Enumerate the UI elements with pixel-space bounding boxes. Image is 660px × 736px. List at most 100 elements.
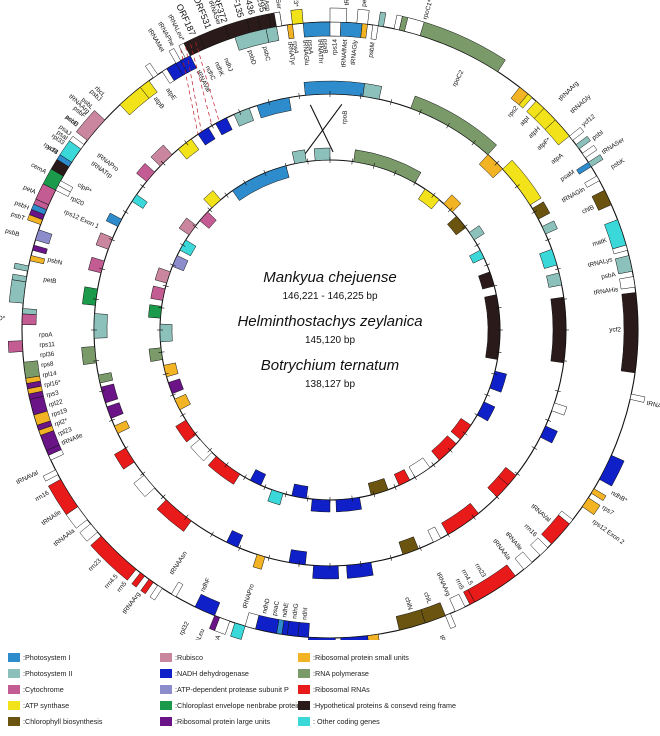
gene-block-r2-31 — [82, 286, 98, 306]
gene-label: ndhD — [261, 598, 271, 615]
gene-block-r3-15 — [408, 457, 431, 478]
legend-swatch — [160, 684, 172, 694]
gene-block-r3-8 — [469, 249, 485, 264]
gene-label: psaB — [321, 39, 328, 54]
gene-block-r1-15 — [584, 175, 600, 188]
gene-label: ORF135 — [227, 0, 246, 19]
gene-block-r2-13 — [487, 475, 509, 498]
gene-block-r2-42 — [256, 97, 292, 119]
legend-swatch — [8, 652, 20, 662]
gene-block-r1-20 — [619, 276, 636, 290]
gene-block-r1-115 — [360, 23, 368, 39]
gene-label: rpl22 — [48, 398, 64, 409]
gene-label: atpA — [550, 152, 565, 166]
gene-label: rrn5 — [454, 578, 466, 592]
gene-block-r2-29 — [81, 346, 97, 365]
tick-r3 — [495, 351, 502, 353]
tick-r2 — [160, 160, 166, 166]
gene-block-r2-11 — [539, 425, 558, 444]
gene-block-r1-56 — [48, 478, 79, 516]
gene-block-r3-27 — [168, 378, 184, 395]
legend-swatch — [8, 700, 20, 710]
legend-swatch — [8, 716, 20, 726]
gene-block-r2-34 — [105, 212, 122, 227]
gene-block-r3-19 — [310, 498, 331, 513]
legend-label: :Rubisco — [175, 652, 203, 662]
gene-block-r3-2 — [313, 147, 331, 161]
gene-block-r1-111 — [286, 24, 295, 40]
gene-block-r3-25 — [175, 419, 197, 443]
gene-block-r1-6 — [518, 93, 533, 109]
gene-block-r3-26 — [174, 393, 191, 411]
gene-label: rps14 — [331, 39, 338, 56]
gene-block-r2-23 — [133, 474, 155, 497]
legend-swatch — [298, 668, 310, 678]
gene-block-r2-35 — [131, 194, 148, 209]
gene-block-r2-1 — [362, 83, 383, 100]
gene-label: ndhG — [291, 603, 300, 619]
tick-r3 — [263, 170, 267, 176]
legend-item-atp_synthase: :ATP synthase — [8, 698, 69, 712]
tick-r2 — [446, 531, 450, 538]
gene-block-r1-120 — [329, 7, 348, 23]
legend-item-cytochrome: :Cytochrome — [8, 682, 64, 696]
gene-block-r2-16 — [398, 536, 419, 555]
gene-block-r1-97 — [144, 62, 159, 79]
gene-label: tRNAIle — [504, 531, 524, 553]
tick-r3 — [491, 372, 498, 376]
tick-r3 — [372, 162, 376, 169]
gene-block-r2-2 — [410, 95, 497, 155]
gene-block-r1-74 — [11, 273, 27, 283]
gene-block-r3-24 — [190, 438, 213, 462]
legend-item-photosystem_ii: :Photosystem II — [8, 666, 73, 680]
tick-r2 — [267, 554, 270, 561]
gene-label: rps8 — [41, 361, 55, 370]
legend-label: :Photosystem II — [23, 668, 73, 678]
tick-r3 — [462, 431, 468, 436]
gene-block-r3-34 — [172, 255, 189, 272]
gene-label: rpl2* — [54, 417, 69, 428]
tick-r2 — [471, 514, 476, 520]
tick-r3 — [180, 243, 186, 247]
gene-block-r2-9 — [550, 296, 567, 364]
gene-block-r1-44 — [244, 612, 260, 630]
gene-label: cemA — [30, 162, 48, 176]
gene-label: tRNAGln — [561, 186, 587, 205]
legend-label: :Chloroplast envelope nenbrabe protein — [175, 700, 301, 710]
gene-block-r1-48 — [194, 593, 221, 616]
species-2-size: 145,120 bp — [305, 335, 355, 346]
gene-label: tRNAfMet — [340, 39, 348, 67]
gene-block-r3-21 — [267, 489, 284, 506]
tick-r3 — [491, 284, 498, 288]
legend-item-nadh: :NADH dehydrogenase — [160, 666, 249, 680]
tick-r3 — [474, 413, 480, 417]
gene-label: psbI — [591, 129, 605, 142]
legend-item-other: : Other coding genes — [298, 714, 380, 728]
tick-r2 — [560, 360, 567, 362]
tick-r3 — [307, 158, 309, 165]
gene-label: atpE — [164, 87, 177, 102]
species-1-size: 146,221 - 146,225 bp — [282, 291, 378, 302]
gene-label: rrn23 — [473, 562, 487, 579]
gene-block-r1-105 — [198, 25, 231, 49]
gene-block-r1-43 — [255, 614, 280, 634]
gene-block-r1-22 — [629, 393, 646, 403]
gene-label: ndhI — [301, 607, 309, 620]
gene-label: tRNAAsn — [169, 550, 189, 576]
legend-item-rps: :Ribosomal protein small units — [298, 650, 409, 664]
legend-swatch — [298, 700, 310, 710]
gene-block-r3-11 — [489, 370, 507, 393]
gene-block-r2-19 — [288, 549, 307, 565]
gene-block-r1-39 — [297, 622, 310, 638]
gene-block-r3-28 — [163, 362, 179, 378]
gene-block-r2-30 — [93, 313, 108, 339]
gene-label: ndhE — [281, 602, 290, 618]
tick-r3 — [243, 180, 247, 186]
gene-block-r3-12 — [476, 401, 496, 422]
gene-block-r1-69 — [23, 360, 40, 379]
gene-label: ndhJ — [222, 57, 234, 72]
tick-r3 — [158, 307, 165, 309]
gene-block-r1-19 — [614, 255, 633, 275]
gene-block-r1-37 — [340, 635, 369, 640]
gene-block-r1-110 — [273, 11, 283, 27]
